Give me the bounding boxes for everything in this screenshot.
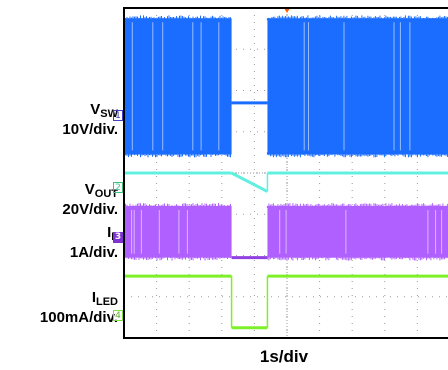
trace-ch2-seg2-spikes <box>279 210 443 254</box>
channel-2-marker: 2 <box>113 182 123 193</box>
trace-ch2-seg0 <box>124 206 232 258</box>
vsw-label: VSW 10V/div. <box>62 101 118 138</box>
trace-chc-seg1 <box>230 171 269 193</box>
il-scale: 1A/div. <box>69 244 118 261</box>
trace-ch1-seg2-spikes <box>303 22 411 151</box>
trace-ch1-seg2 <box>267 18 448 155</box>
channel-4-marker: 4 <box>113 310 123 321</box>
trace-ch1-seg0-spikes <box>131 22 220 151</box>
iled-label: ILED 100mA/div. <box>39 289 118 326</box>
vout-label: VOUT 20V/div. <box>62 181 118 218</box>
traces <box>123 15 448 330</box>
iled-scale: 100mA/div. <box>39 309 118 326</box>
trace-ch1-seg0 <box>124 18 232 155</box>
x-axis-label: 1s/div <box>259 347 309 366</box>
trace-ch1-seg2-edge <box>266 15 448 158</box>
trace-ch2-seg2 <box>267 206 448 258</box>
vsw-scale: 10V/div. <box>62 121 118 138</box>
trace-ch2-seg2-edge <box>266 203 448 261</box>
il-label: IL 1A/div. <box>69 224 118 261</box>
trace-ch2-seg0-spikes <box>131 210 188 254</box>
channel-3-marker: 3 <box>113 232 123 243</box>
channel-1-marker: 1 <box>113 110 123 121</box>
trigger-marker <box>284 8 290 13</box>
plot-frame <box>123 7 448 339</box>
vout-scale: 20V/div. <box>62 201 118 218</box>
